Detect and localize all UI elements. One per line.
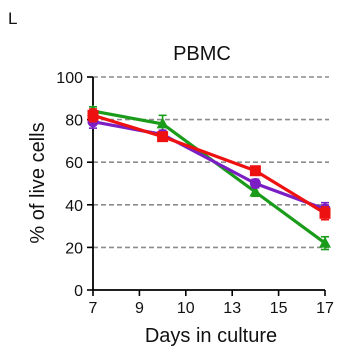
x-tick-label: 13 [223,300,241,317]
chart-title: PBMC [173,43,231,65]
y-axis-ticks: 0 20 40 60 80 100 [56,70,93,300]
series-line [92,120,326,211]
x-tick-label: 9 [135,300,144,317]
grid-lines [93,76,329,249]
data-point [319,236,331,248]
y-tick-label: 40 [65,198,83,215]
data-series [87,104,331,251]
axes [92,77,325,291]
data-point [87,109,99,121]
x-tick-label: 10 [177,300,195,317]
data-point [319,207,331,219]
series-line [92,109,326,245]
y-axis-label: % of live cells [27,122,49,243]
series-square [87,108,331,221]
x-axis-label: Days in culture [145,325,277,347]
y-tick-label: 60 [65,155,83,172]
data-point [249,185,262,197]
data-point [157,131,169,143]
x-tick-label: 17 [316,300,334,317]
x-tick-label: 7 [89,300,98,317]
data-point [249,165,261,177]
data-point [249,178,261,189]
y-tick-label: 0 [74,283,83,300]
y-tick-label: 20 [65,240,83,257]
series-circle [87,114,331,217]
panel-label: L [8,9,17,28]
series-line [92,113,326,215]
x-axis-ticks: 7 9 10 13 15 17 [89,290,334,317]
data-point [156,117,169,129]
y-tick-label: 80 [65,113,83,130]
y-tick-label: 100 [56,70,83,87]
x-tick-label: 15 [270,300,288,317]
